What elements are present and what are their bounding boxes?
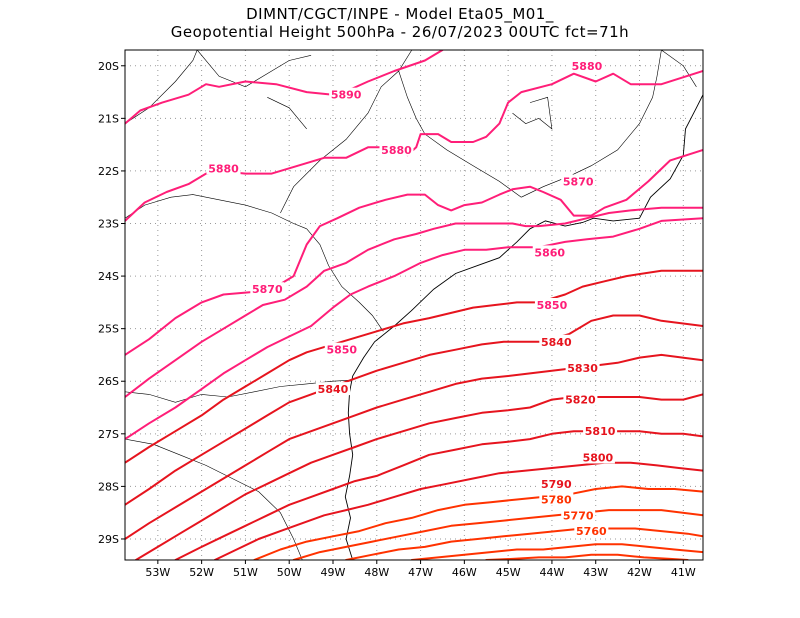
lat-tick-label: 27S [98, 428, 119, 441]
state-border [661, 50, 697, 87]
contour-label-bg [532, 245, 567, 259]
state-border [398, 70, 522, 198]
contour-label-bg [539, 492, 574, 506]
contour-label: 5880 [572, 60, 603, 73]
lon-tick-label: 45W [496, 566, 521, 579]
lon-tick-label: 43W [583, 566, 608, 579]
contour-label-bg [561, 508, 596, 522]
lat-tick-label: 24S [98, 270, 119, 283]
contour-label: 5840 [541, 336, 572, 349]
contour-label-bg [315, 382, 350, 396]
contour-label-bg [565, 361, 600, 375]
state-border [196, 50, 312, 88]
state-border [512, 96, 553, 130]
contour-line-5890 [125, 50, 444, 125]
lat-tick-label: 23S [98, 218, 119, 231]
lon-tick-label: 51W [233, 566, 258, 579]
contour-line-5840 [125, 269, 703, 464]
contour-label: 5870 [563, 175, 594, 188]
lat-tick-label: 22S [98, 165, 119, 178]
contour-label-bg [574, 524, 609, 538]
contour-label: 5840 [318, 383, 349, 396]
lat-tick-label: 20S [98, 60, 119, 73]
contour-label: 5770 [563, 509, 594, 522]
gridlines [125, 50, 703, 560]
state-border [125, 50, 198, 124]
contour-label-bg [206, 161, 241, 175]
contour-label: 5800 [583, 451, 614, 464]
contour-line-5870 [125, 148, 703, 356]
contour-label: 5850 [537, 299, 568, 312]
contour-line-5780 [253, 485, 703, 560]
lon-tick-label: 41W [671, 566, 696, 579]
lat-tick-label: 25S [98, 323, 119, 336]
lat-tick-label: 29S [98, 533, 119, 546]
contour-label: 5850 [326, 344, 357, 357]
contour-label: 5780 [541, 494, 572, 507]
contour-label-bg [379, 142, 414, 156]
contour-label: 5890 [331, 89, 362, 102]
lon-tick-label: 42W [627, 566, 652, 579]
contour-label: 5880 [381, 144, 412, 157]
contour-label: 5820 [565, 394, 596, 407]
state-border [280, 50, 413, 214]
contour-line-5800 [174, 430, 703, 560]
contour-labels: 5890 5880 5880 5880 5870 5870 5860 5850 5850 5840… [206, 58, 618, 538]
contour-line-5830 [125, 314, 703, 506]
coastline [344, 94, 703, 560]
contour-label-bg [250, 282, 285, 296]
contour-label-bg [561, 174, 596, 188]
contour-label: 5810 [585, 425, 616, 438]
chart-title-line2: Geopotential Height 500hPa - 26/07/2023 … [170, 23, 630, 41]
state-border [125, 194, 307, 230]
contour-label: 5870 [252, 283, 283, 296]
axis-ticks: 53W 52W 51W 50W 49W 48W 47W 46W 45W 44W 43W 42W 41W 2… [98, 60, 696, 579]
lon-tick-label: 52W [189, 566, 214, 579]
lon-tick-label: 47W [408, 566, 433, 579]
state-border [306, 228, 384, 332]
lon-tick-label: 44W [539, 566, 564, 579]
state-border [125, 438, 303, 560]
contour-label-bg [563, 392, 598, 406]
contour-label: 5860 [534, 246, 565, 259]
contour-line-5810 [134, 393, 703, 560]
lat-tick-label: 21S [98, 112, 119, 125]
contour-line-5770 [292, 509, 703, 560]
chart-title-line1: DIMNT/CGCT/INPE - Model Eta05_M01_ [246, 5, 554, 23]
contour-label-bg [580, 450, 615, 464]
lon-tick-label: 50W [277, 566, 302, 579]
contour-label-bg [329, 87, 364, 101]
contour-label: 5790 [541, 478, 572, 491]
contour-line-5850 [125, 217, 703, 441]
contour-label: 5760 [576, 525, 607, 538]
contour-label-bg [539, 476, 574, 490]
contour-label-bg [569, 58, 604, 72]
contour-line-5760 [345, 527, 703, 560]
lon-tick-label: 46W [452, 566, 477, 579]
lat-tick-label: 26S [98, 375, 119, 388]
contour-line-5860 [125, 206, 703, 398]
state-border [267, 97, 307, 130]
contour-label: 5880 [208, 162, 239, 175]
lat-tick-label: 28S [98, 480, 119, 493]
contour-line-5790 [213, 461, 703, 560]
contour-label-bg [324, 342, 359, 356]
geography [125, 50, 703, 560]
contour-label: 5830 [567, 362, 598, 375]
lon-tick-label: 49W [321, 566, 346, 579]
map-frame [124, 49, 704, 561]
contour-line-5750 [410, 543, 703, 560]
lon-tick-label: 48W [364, 566, 389, 579]
contour-label-bg [583, 424, 618, 438]
contour-line-5740 [485, 553, 689, 560]
contour-label-bg [534, 298, 569, 311]
lon-tick-label: 53W [145, 566, 170, 579]
contour-label-bg [539, 334, 574, 348]
contours [125, 50, 703, 560]
